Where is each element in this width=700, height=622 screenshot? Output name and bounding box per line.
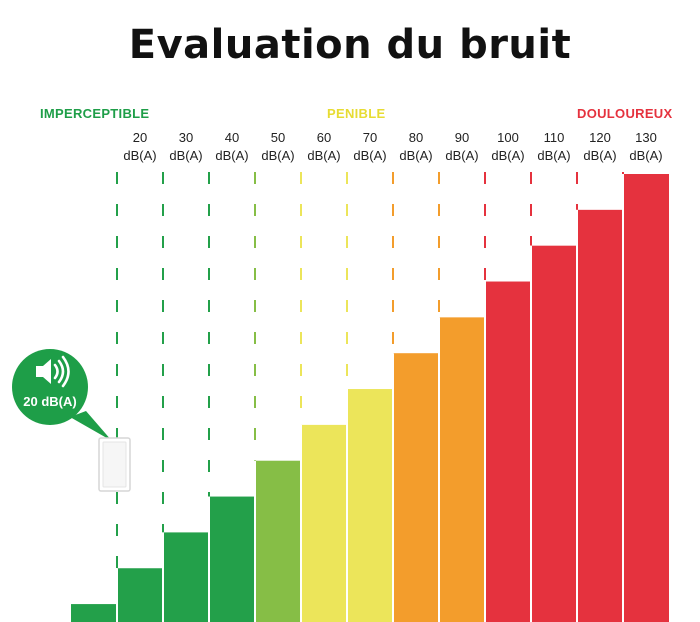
tick-label-9-0: 100 (497, 130, 519, 145)
tick-label-6-1: dB(A) (353, 148, 386, 163)
tick-label-1-0: 20 (133, 130, 147, 145)
tick-label-7-1: dB(A) (399, 148, 432, 163)
bar-0 (71, 604, 117, 622)
bar-12 (623, 174, 669, 622)
tick-label-10-0: 110 (544, 130, 565, 145)
tick-label-4-0: 50 (271, 130, 285, 145)
bar-10 (531, 245, 577, 622)
page-title: Evaluation du bruit (128, 22, 572, 68)
bubble-tail (70, 411, 112, 441)
zone-label-penible: PENIBLE (327, 106, 386, 121)
tick-label-11-0: 120 (589, 130, 611, 145)
zone-label-imperceptible: IMPERCEPTIBLE (40, 106, 150, 121)
tick-label-7-0: 80 (409, 130, 423, 145)
device-icon (98, 437, 131, 492)
tick-label-12-1: dB(A) (629, 148, 662, 163)
tick-label-2-1: dB(A) (169, 148, 202, 163)
tick-label-10-1: dB(A) (537, 148, 570, 163)
bar-9 (485, 281, 531, 622)
tick-label-8-1: dB(A) (445, 148, 478, 163)
zone-label-douloureux: DOULOUREUX (577, 106, 673, 121)
tick-label-4-1: dB(A) (261, 148, 294, 163)
tick-label-5-0: 60 (317, 130, 331, 145)
bar-6 (347, 389, 393, 622)
tick-label-3-0: 40 (225, 130, 239, 145)
tick-label-11-1: dB(A) (583, 148, 616, 163)
tick-label-8-0: 90 (455, 130, 469, 145)
tick-label-12-0: 130 (635, 130, 657, 145)
bar-11 (577, 209, 623, 622)
bubble-value: 20 dB(A) (23, 394, 77, 409)
tick-label-2-0: 30 (179, 130, 193, 145)
device-bubble (12, 349, 112, 441)
bar-7 (393, 353, 439, 622)
tick-label-3-1: dB(A) (215, 148, 248, 163)
tick-label-6-0: 70 (363, 130, 377, 145)
bar-2 (163, 532, 209, 622)
bar-8 (439, 317, 485, 622)
tick-label-1-1: dB(A) (123, 148, 156, 163)
tick-label-9-1: dB(A) (491, 148, 524, 163)
bar-4 (255, 460, 301, 622)
speaker-icon (36, 355, 70, 388)
bar-1 (117, 568, 163, 622)
bar-5 (301, 424, 347, 622)
tick-label-5-1: dB(A) (307, 148, 340, 163)
bar-3 (209, 496, 255, 622)
